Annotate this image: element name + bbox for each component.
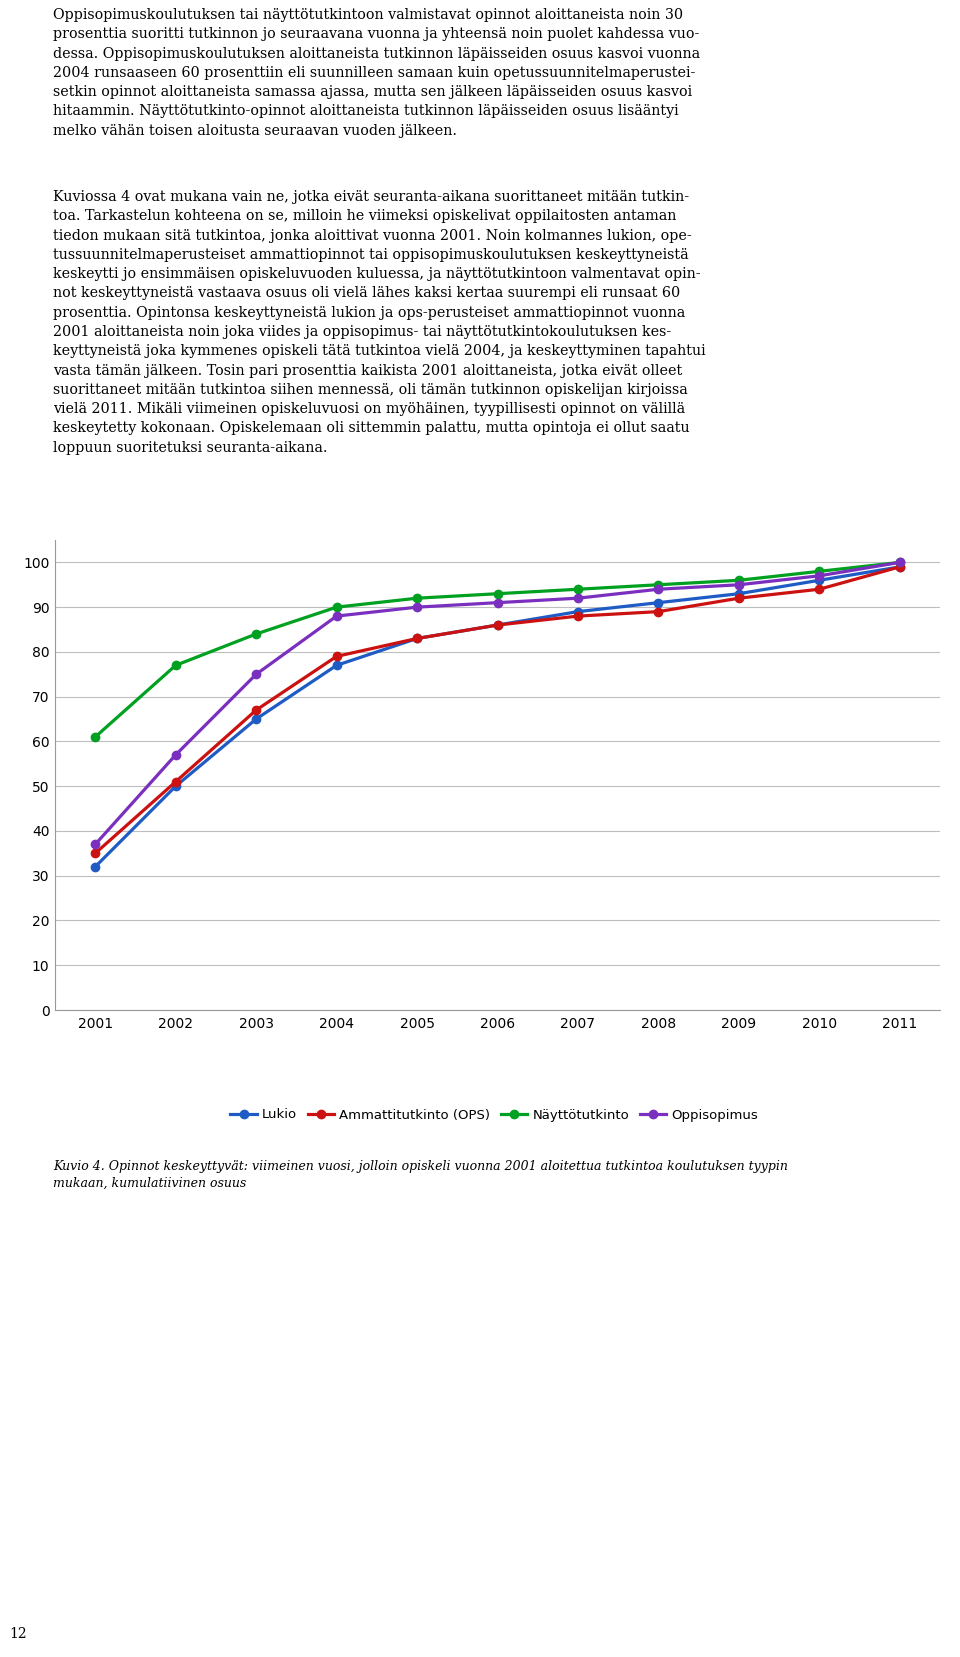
Text: Oppisopimuskoulutuksen tai näyttötutkintoon valmistavat opinnot aloittaneista no: Oppisopimuskoulutuksen tai näyttötutkint… bbox=[53, 8, 700, 138]
Lukio bbox=[331, 656, 343, 676]
Oppisopimus bbox=[251, 664, 262, 684]
Lukio bbox=[572, 601, 584, 621]
Oppisopimus bbox=[653, 580, 664, 600]
Ammattitutkinto (OPS) bbox=[894, 557, 905, 577]
Lukio bbox=[653, 593, 664, 613]
Oppisopimus bbox=[170, 746, 181, 766]
Lukio bbox=[251, 709, 262, 729]
Näyttötutkinto bbox=[331, 597, 343, 616]
Line: Oppisopimus: Oppisopimus bbox=[91, 558, 904, 848]
Näyttötutkinto bbox=[170, 656, 181, 676]
Lukio bbox=[813, 570, 825, 590]
Oppisopimus bbox=[89, 835, 101, 855]
Näyttötutkinto bbox=[813, 562, 825, 582]
Lukio bbox=[733, 583, 745, 603]
Näyttötutkinto bbox=[492, 583, 503, 603]
Oppisopimus bbox=[813, 567, 825, 587]
Näyttötutkinto bbox=[653, 575, 664, 595]
Oppisopimus bbox=[572, 588, 584, 608]
Ammattitutkinto (OPS) bbox=[733, 588, 745, 608]
Näyttötutkinto bbox=[572, 580, 584, 600]
Ammattitutkinto (OPS) bbox=[331, 646, 343, 666]
Text: Kuvio 4. Opinnot keskeyttyvät: viimeinen vuosi, jolloin opiskeli vuonna 2001 alo: Kuvio 4. Opinnot keskeyttyvät: viimeinen… bbox=[53, 1160, 787, 1190]
Näyttötutkinto bbox=[411, 588, 422, 608]
Line: Näyttötutkinto: Näyttötutkinto bbox=[91, 558, 904, 741]
Oppisopimus bbox=[492, 593, 503, 613]
Ammattitutkinto (OPS) bbox=[572, 606, 584, 626]
Line: Lukio: Lukio bbox=[91, 563, 904, 872]
Text: 12: 12 bbox=[10, 1627, 27, 1640]
Lukio bbox=[170, 775, 181, 795]
Oppisopimus bbox=[411, 597, 422, 616]
Ammattitutkinto (OPS) bbox=[411, 628, 422, 648]
Oppisopimus bbox=[733, 575, 745, 595]
Lukio bbox=[89, 857, 101, 877]
Näyttötutkinto bbox=[894, 552, 905, 572]
Line: Ammattitutkinto (OPS): Ammattitutkinto (OPS) bbox=[91, 563, 904, 858]
Lukio bbox=[492, 615, 503, 635]
Lukio bbox=[894, 557, 905, 577]
Ammattitutkinto (OPS) bbox=[170, 772, 181, 792]
Näyttötutkinto bbox=[89, 727, 101, 747]
Legend: Lukio, Ammattitutkinto (OPS), Näyttötutkinto, Oppisopimus: Lukio, Ammattitutkinto (OPS), Näyttötutk… bbox=[230, 1109, 758, 1122]
Näyttötutkinto bbox=[251, 625, 262, 645]
Text: Kuviossa 4 ovat mukana vain ne, jotka eivät seuranta-aikana suorittaneet mitään : Kuviossa 4 ovat mukana vain ne, jotka ei… bbox=[53, 191, 706, 454]
Ammattitutkinto (OPS) bbox=[813, 580, 825, 600]
Ammattitutkinto (OPS) bbox=[492, 615, 503, 635]
Ammattitutkinto (OPS) bbox=[89, 843, 101, 863]
Ammattitutkinto (OPS) bbox=[251, 701, 262, 721]
Oppisopimus bbox=[894, 552, 905, 572]
Näyttötutkinto bbox=[733, 570, 745, 590]
Lukio bbox=[411, 628, 422, 648]
Ammattitutkinto (OPS) bbox=[653, 601, 664, 621]
Oppisopimus bbox=[331, 606, 343, 626]
